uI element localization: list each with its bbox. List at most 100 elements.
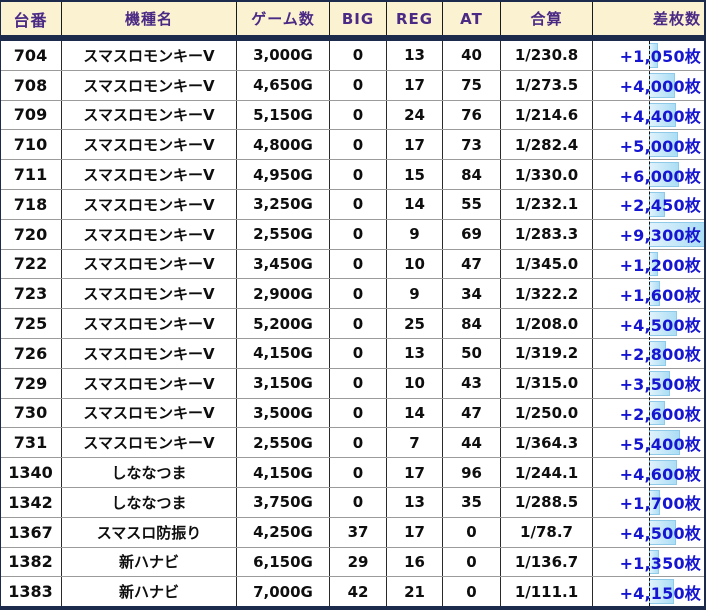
machine-number-cell: 711 <box>0 160 62 189</box>
machine-number-cell: 1342 <box>0 487 62 517</box>
model-name-cell: スマスロモンキーV <box>62 428 237 458</box>
reg-count-cell: 21 <box>387 577 443 607</box>
model-name-cell: 新ハナビ <box>62 577 237 607</box>
machine-number-cell: 1383 <box>0 577 62 607</box>
machine-number-cell: 723 <box>0 279 62 309</box>
hit-rate-cell: 1/345.0 <box>501 249 593 279</box>
table-row: 711 スマスロモンキーV 4,950G 0 15 84 1/330.0 +6,… <box>0 159 706 189</box>
big-count-cell: 0 <box>330 458 387 487</box>
machine-number-cell: 731 <box>0 428 62 458</box>
table-row: 1383 新ハナビ 7,000G 42 21 0 1/111.1 +4,150枚 <box>0 576 706 607</box>
at-count-cell: 84 <box>443 309 501 338</box>
frame-bottom-bar <box>0 606 706 610</box>
hit-rate-cell: 1/330.0 <box>501 160 593 189</box>
reg-count-cell: 17 <box>387 70 443 100</box>
diff-highlight-bar <box>649 460 677 485</box>
header-model-name: 機種名 <box>62 0 237 35</box>
at-count-cell: 34 <box>443 279 501 309</box>
table-row: 708 スマスロモンキーV 4,650G 0 17 75 1/273.5 +4,… <box>0 69 706 100</box>
games-cell: 3,250G <box>237 189 330 219</box>
table-row: 1342 しななつま 3,750G 0 13 35 1/288.5 +1,700… <box>0 486 706 517</box>
model-name-cell: 新ハナビ <box>62 547 237 577</box>
reg-count-cell: 7 <box>387 428 443 458</box>
hit-rate-cell: 1/232.1 <box>501 189 593 219</box>
diff-medals-cell: +4,500枚 <box>593 518 706 547</box>
reg-count-cell: 10 <box>387 249 443 279</box>
reg-count-cell: 17 <box>387 130 443 160</box>
table-row: 709 スマスロモンキーV 5,150G 0 24 76 1/214.6 +4,… <box>0 99 706 130</box>
big-count-cell: 0 <box>330 189 387 219</box>
at-count-cell: 50 <box>443 338 501 368</box>
model-name-cell: スマスロモンキーV <box>62 160 237 189</box>
at-count-cell: 0 <box>443 547 501 577</box>
games-cell: 5,150G <box>237 100 330 130</box>
diff-medals-value: +4,150枚 <box>619 583 701 603</box>
table-row: 710 スマスロモンキーV 4,800G 0 17 73 1/282.4 +5,… <box>0 129 706 160</box>
table-row: 1367 スマスロ防振り 4,250G 37 17 0 1/78.7 +4,50… <box>0 516 706 547</box>
diff-medals-value: +5,400枚 <box>619 434 701 454</box>
games-cell: 2,550G <box>237 428 330 458</box>
hit-rate-cell: 1/283.3 <box>501 219 593 249</box>
at-count-cell: 47 <box>443 398 501 428</box>
big-count-cell: 0 <box>330 41 387 70</box>
games-cell: 6,150G <box>237 547 330 577</box>
table-row: 722 スマスロモンキーV 3,450G 0 10 47 1/345.0 +1,… <box>0 248 706 279</box>
diff-highlight-bar <box>649 162 679 187</box>
table-row: 723 スマスロモンキーV 2,900G 0 9 34 1/322.2 +1,6… <box>0 278 706 309</box>
diff-highlight-bar <box>649 72 675 98</box>
diff-medals-value: +4,600枚 <box>619 464 701 484</box>
hit-rate-cell: 1/282.4 <box>501 130 593 160</box>
machine-number-cell: 704 <box>0 41 62 70</box>
machine-number-cell: 722 <box>0 249 62 279</box>
hit-rate-cell: 1/244.1 <box>501 458 593 487</box>
diff-medals-value: +1,350枚 <box>619 553 701 573</box>
big-count-cell: 0 <box>330 309 387 338</box>
hit-rate-cell: 1/230.8 <box>501 41 593 70</box>
at-count-cell: 84 <box>443 160 501 189</box>
diff-medals-cell: +5,000枚 <box>593 130 706 159</box>
frame-right-line <box>704 0 706 610</box>
diff-medals-cell: +5,400枚 <box>593 428 706 457</box>
model-name-cell: スマスロモンキーV <box>62 309 237 338</box>
table-row: 726 スマスロモンキーV 4,150G 0 13 50 1/319.2 +2,… <box>0 337 706 368</box>
hit-rate-cell: 1/208.0 <box>501 309 593 338</box>
games-cell: 3,500G <box>237 398 330 428</box>
diff-medals-value: +2,600枚 <box>619 404 701 424</box>
big-count-cell: 29 <box>330 547 387 577</box>
diff-medals-cell: +6,000枚 <box>593 160 706 189</box>
hit-rate-cell: 1/315.0 <box>501 368 593 398</box>
big-count-cell: 0 <box>330 70 387 100</box>
games-cell: 3,750G <box>237 487 330 517</box>
machine-number-cell: 710 <box>0 130 62 160</box>
games-cell: 4,150G <box>237 458 330 487</box>
games-cell: 3,150G <box>237 368 330 398</box>
header-reg: REG <box>387 0 443 35</box>
table-row: 1340 しななつま 4,150G 0 17 96 1/244.1 +4,600… <box>0 457 706 487</box>
model-name-cell: スマスロモンキーV <box>62 249 237 279</box>
games-cell: 4,650G <box>237 70 330 100</box>
big-count-cell: 0 <box>330 279 387 309</box>
header-game-count: ゲーム数 <box>237 0 330 35</box>
hit-rate-cell: 1/273.5 <box>501 70 593 100</box>
big-count-cell: 0 <box>330 130 387 160</box>
hit-rate-cell: 1/250.0 <box>501 398 593 428</box>
model-name-cell: しななつま <box>62 458 237 487</box>
games-cell: 2,900G <box>237 279 330 309</box>
machine-number-cell: 720 <box>0 219 62 249</box>
reg-count-cell: 24 <box>387 100 443 130</box>
header-divider-bar <box>0 35 706 41</box>
model-name-cell: スマスロモンキーV <box>62 70 237 100</box>
diff-medals-cell: +4,500枚 <box>593 309 706 338</box>
hit-rate-cell: 1/319.2 <box>501 338 593 368</box>
header-at: AT <box>443 0 501 35</box>
table-row: 718 スマスロモンキーV 3,250G 0 14 55 1/232.1 +2,… <box>0 188 706 219</box>
games-cell: 5,200G <box>237 309 330 338</box>
reg-count-cell: 16 <box>387 547 443 577</box>
machine-number-cell: 730 <box>0 398 62 428</box>
at-count-cell: 44 <box>443 428 501 458</box>
table-row: 1382 新ハナビ 6,150G 29 16 0 1/136.7 +1,350枚 <box>0 546 706 577</box>
reg-count-cell: 13 <box>387 338 443 368</box>
table-row: 731 スマスロモンキーV 2,550G 0 7 44 1/364.3 +5,4… <box>0 427 706 458</box>
hit-rate-cell: 1/111.1 <box>501 577 593 607</box>
